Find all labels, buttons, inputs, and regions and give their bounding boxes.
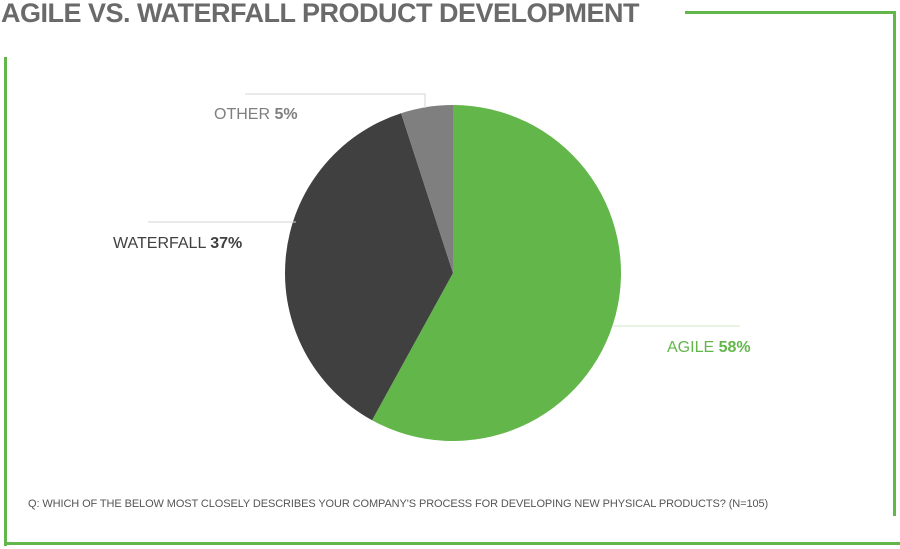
slice-label-waterfall: WATERFALL 37% [113, 235, 242, 252]
slice-label-name: AGILE [667, 339, 719, 356]
pie-slice-agile [372, 105, 621, 441]
slice-label-value: 37% [210, 235, 242, 252]
slice-label-value: 5% [274, 106, 297, 123]
frame-left-line [4, 57, 7, 546]
chart-title: AGILE VS. WATERFALL PRODUCT DEVELOPMENT [1, 0, 640, 28]
frame-top-line [685, 11, 896, 14]
leader-line-other [245, 93, 426, 108]
slice-label-other: OTHER 5% [214, 106, 298, 123]
frame-bottom-line [4, 542, 900, 545]
frame-right-line [893, 11, 896, 516]
pie-slice-waterfall [284, 113, 453, 421]
slice-label-agile: AGILE 58% [667, 339, 751, 356]
slice-label-value: 58% [719, 339, 751, 356]
slice-label-name: OTHER [214, 106, 274, 123]
pie-slice-other [401, 105, 453, 273]
slice-label-name: WATERFALL [113, 235, 210, 252]
survey-question-note: Q: WHICH OF THE BELOW MOST CLOSELY DESCR… [28, 498, 769, 510]
